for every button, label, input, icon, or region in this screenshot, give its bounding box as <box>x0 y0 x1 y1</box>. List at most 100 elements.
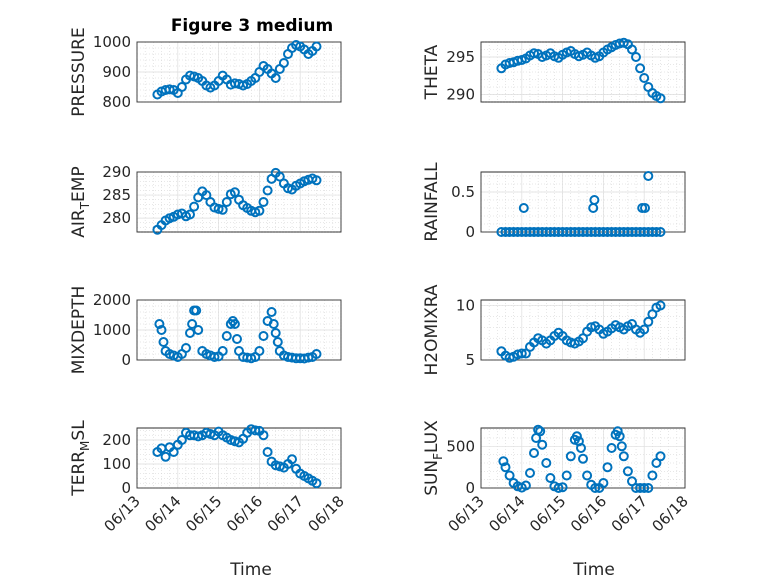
pressure-ylabel: PRESSURE <box>69 27 89 116</box>
y-tick-label: 1000 <box>93 321 131 339</box>
mixdepth-ylabel: MIXDEPTH <box>69 286 89 375</box>
x-tick-label: 06/16 <box>223 492 266 535</box>
data-point <box>635 63 646 74</box>
data-point <box>274 171 285 182</box>
y-tick-label: 290 <box>446 86 475 104</box>
data-point <box>529 48 539 59</box>
rainfall-ylabel: RAINFALL <box>422 162 442 242</box>
data-point <box>232 334 242 344</box>
theta-ylabel: THETA <box>422 44 442 100</box>
data-point <box>627 44 637 55</box>
data-point <box>185 209 195 220</box>
data-point <box>504 470 515 481</box>
data-point <box>602 462 613 473</box>
data-point <box>639 73 650 83</box>
x-tick-label: 06/13 <box>101 492 144 535</box>
data-point <box>643 171 654 181</box>
data-point <box>262 447 273 457</box>
data-point <box>578 453 588 464</box>
data-point <box>287 454 297 465</box>
data-point <box>191 305 202 316</box>
axes-frame <box>480 299 686 361</box>
x-tick-label: 06/17 <box>264 492 307 535</box>
data-point <box>311 349 322 359</box>
data-point <box>221 197 232 207</box>
mixdepth-panel: 0 1000 2000 MIXDEPTH <box>69 286 342 375</box>
data-point <box>655 93 666 104</box>
data-point <box>525 468 535 478</box>
xlabel-right: Time <box>572 560 615 580</box>
xlabel-left: Time <box>229 560 272 580</box>
x-tick-label: 06/14 <box>141 492 184 535</box>
data-point <box>254 205 265 216</box>
data-point <box>571 431 582 442</box>
y-tick-label: 280 <box>102 209 131 227</box>
data-point <box>185 328 195 338</box>
y-tick-label: 200 <box>102 431 131 449</box>
data-point <box>268 319 279 329</box>
axes-frame <box>136 171 342 233</box>
data-point <box>189 201 200 212</box>
air-temp-panel: 280 285 290 AIRTEMP <box>69 163 342 238</box>
data-point <box>164 84 175 95</box>
data-point <box>643 316 654 327</box>
data-point <box>176 82 187 92</box>
y-tick-label: 2000 <box>93 291 131 309</box>
x-tick-label: 06/15 <box>182 492 225 535</box>
data-point <box>647 470 658 481</box>
data-point <box>168 447 179 457</box>
data-point <box>545 473 556 483</box>
data-point <box>518 203 529 213</box>
data-point <box>156 325 167 335</box>
terr-msl-ylabel: TERRMSL <box>69 420 92 497</box>
y-tick-label: 285 <box>102 186 131 204</box>
data-point <box>516 348 527 359</box>
data-point <box>217 204 228 215</box>
data-point <box>213 203 224 214</box>
y-tick-label: 900 <box>102 63 131 81</box>
data-point <box>258 331 269 341</box>
data-point <box>154 319 165 329</box>
data-point <box>639 483 650 493</box>
data-point <box>606 443 617 453</box>
air-temp-ylabel: AIRTEMP <box>69 166 92 237</box>
y-tick-label: 290 <box>102 163 131 181</box>
axes-frame <box>136 299 342 361</box>
y-tick-label: 1000 <box>93 33 131 51</box>
data-point <box>576 443 586 453</box>
data-point <box>500 462 511 473</box>
data-point <box>270 73 281 83</box>
data-point <box>614 431 625 442</box>
data-point <box>655 300 666 311</box>
data-point <box>262 185 273 196</box>
data-point <box>582 470 593 481</box>
data-point <box>311 41 322 52</box>
data-point <box>640 203 650 213</box>
data-point <box>537 439 548 450</box>
data-point <box>561 470 572 481</box>
y-tick-label: 10 <box>456 296 475 314</box>
data-point <box>535 426 546 437</box>
data-point <box>655 227 666 237</box>
data-point <box>209 352 220 362</box>
data-point <box>618 451 629 462</box>
data-point <box>557 482 568 493</box>
data-point <box>217 346 228 356</box>
data-point <box>158 337 169 347</box>
y-tick-label: 0 <box>121 351 131 369</box>
data-point <box>655 451 666 462</box>
data-point <box>651 227 662 237</box>
axes-frame <box>480 427 686 489</box>
y-tick-label: 500 <box>446 437 475 455</box>
x-tick-label: 06/14 <box>485 492 528 535</box>
y-tick-label: 0.5 <box>451 183 475 201</box>
data-point <box>612 426 623 437</box>
x-tick-label: 06/17 <box>608 492 651 535</box>
x-tick-label: 06/16 <box>567 492 610 535</box>
y-tick-label: 0 <box>465 479 475 497</box>
data-point <box>229 319 240 329</box>
data-point <box>498 456 509 467</box>
